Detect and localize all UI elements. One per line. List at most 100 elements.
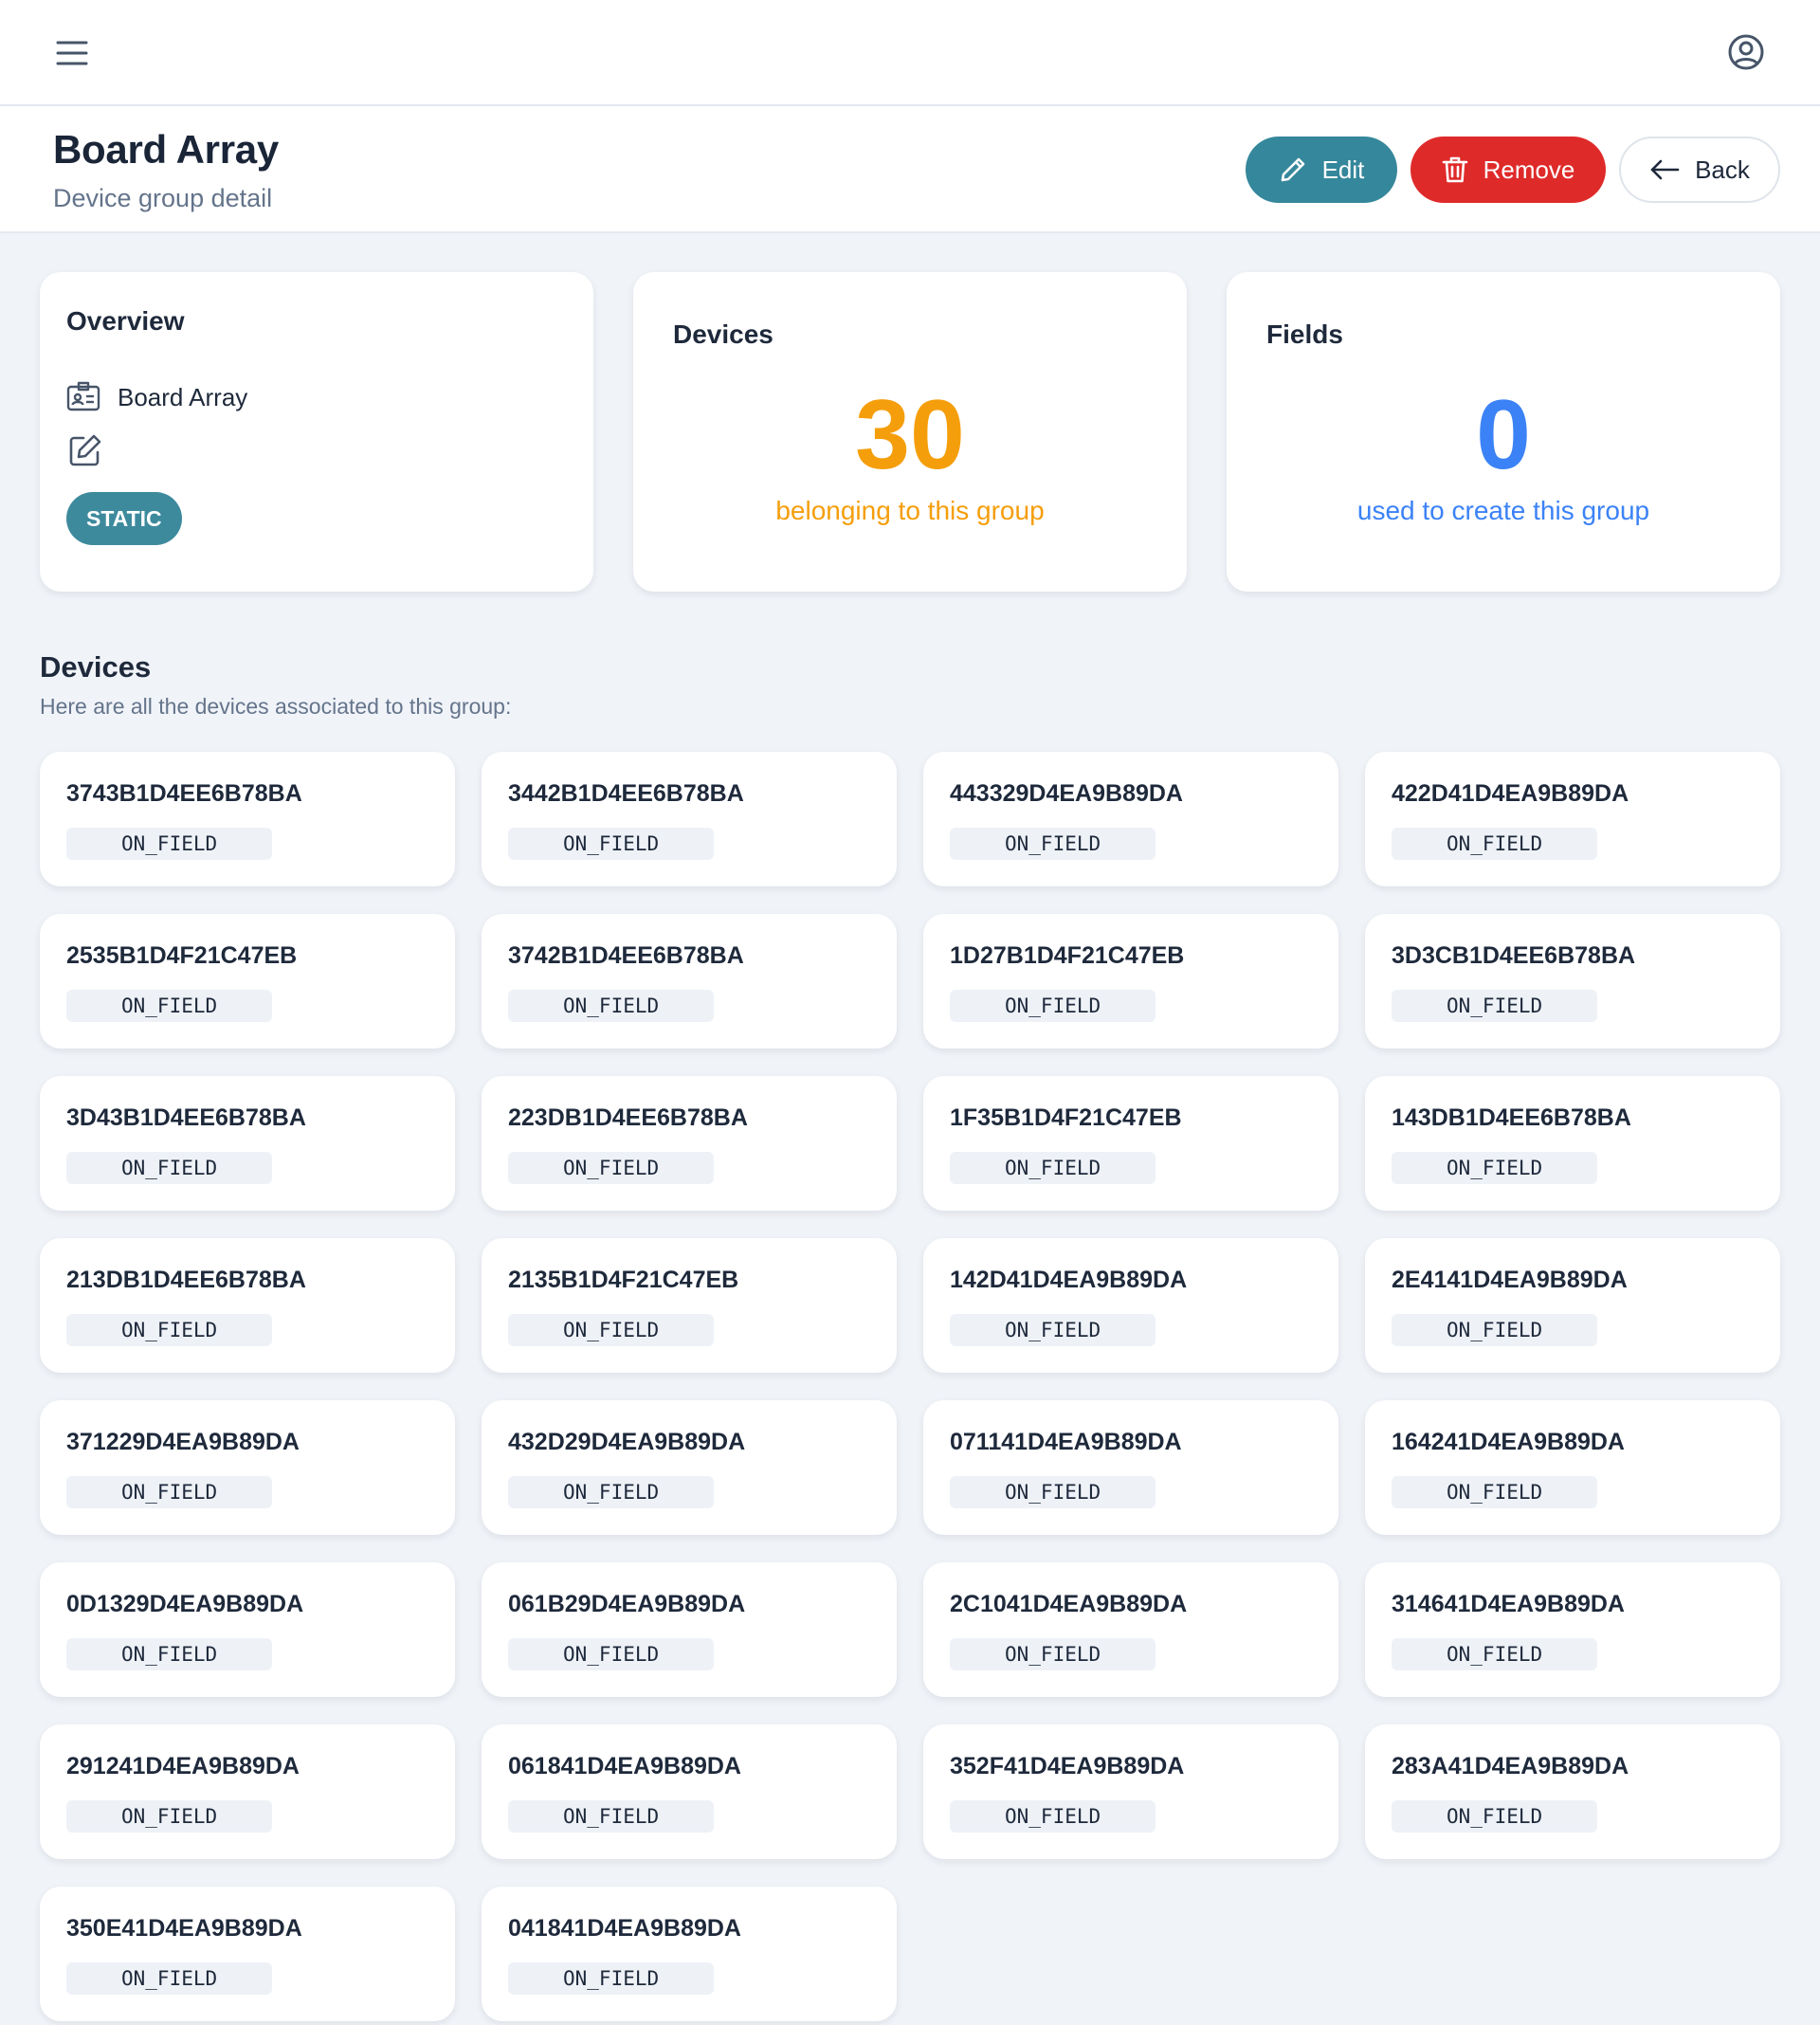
device-id: 352F41D4EA9B89DA bbox=[950, 1753, 1185, 1779]
device-card[interactable]: 3D3CB1D4EE6B78BA ON_FIELD bbox=[1365, 914, 1780, 1049]
device-card[interactable]: 1F35B1D4F21C47EB ON_FIELD bbox=[923, 1076, 1338, 1211]
device-id: 061841D4EA9B89DA bbox=[508, 1753, 741, 1779]
devices-section-description: Here are all the devices associated to t… bbox=[40, 694, 512, 719]
device-status-badge: ON_FIELD bbox=[1392, 1638, 1598, 1670]
trash-icon bbox=[1442, 156, 1467, 183]
device-card[interactable]: 0D1329D4EA9B89DA ON_FIELD bbox=[40, 1562, 455, 1697]
device-id: 422D41D4EA9B89DA bbox=[1392, 780, 1629, 807]
device-id: 2535B1D4F21C47EB bbox=[66, 942, 298, 969]
device-card[interactable]: 041841D4EA9B89DA ON_FIELD bbox=[482, 1887, 897, 2021]
group-type-badge: STATIC bbox=[66, 492, 182, 545]
device-card[interactable]: 143DB1D4EE6B78BA ON_FIELD bbox=[1365, 1076, 1780, 1211]
edit-button-label: Edit bbox=[1321, 155, 1365, 184]
page-subtitle: Device group detail bbox=[53, 184, 273, 212]
fields-caption: used to create this group bbox=[1356, 496, 1650, 525]
device-id: 3743B1D4EE6B78BA bbox=[66, 780, 302, 807]
device-status-badge: ON_FIELD bbox=[508, 1638, 715, 1670]
device-card[interactable]: 350E41D4EA9B89DA ON_FIELD bbox=[40, 1887, 455, 2021]
device-status-badge: ON_FIELD bbox=[66, 1152, 273, 1184]
device-status-badge: ON_FIELD bbox=[1392, 990, 1598, 1022]
device-status-badge: ON_FIELD bbox=[508, 828, 715, 860]
device-card[interactable]: 291241D4EA9B89DA ON_FIELD bbox=[40, 1724, 455, 1859]
device-id: 3442B1D4EE6B78BA bbox=[508, 780, 744, 807]
device-id: 1D27B1D4F21C47EB bbox=[950, 942, 1185, 969]
device-id: 371229D4EA9B89DA bbox=[66, 1429, 300, 1455]
device-card[interactable]: 352F41D4EA9B89DA ON_FIELD bbox=[923, 1724, 1338, 1859]
device-status-badge: ON_FIELD bbox=[1392, 1152, 1598, 1184]
menu-icon[interactable] bbox=[53, 34, 91, 72]
device-status-badge: ON_FIELD bbox=[508, 990, 715, 1022]
device-card[interactable]: 223DB1D4EE6B78BA ON_FIELD bbox=[482, 1076, 897, 1211]
device-status-badge: ON_FIELD bbox=[950, 1476, 1156, 1508]
device-card[interactable]: 3743B1D4EE6B78BA ON_FIELD bbox=[40, 752, 455, 886]
device-id: 283A41D4EA9B89DA bbox=[1392, 1753, 1629, 1779]
device-id: 2135B1D4F21C47EB bbox=[508, 1267, 739, 1293]
device-card[interactable]: 314641D4EA9B89DA ON_FIELD bbox=[1365, 1562, 1780, 1697]
devices-count: 30 bbox=[855, 380, 965, 490]
device-id: 2C1041D4EA9B89DA bbox=[950, 1591, 1188, 1617]
device-card[interactable]: 422D41D4EA9B89DA ON_FIELD bbox=[1365, 752, 1780, 886]
device-card[interactable]: 2135B1D4F21C47EB ON_FIELD bbox=[482, 1238, 897, 1373]
device-status-badge: ON_FIELD bbox=[508, 1314, 715, 1346]
device-status-badge: ON_FIELD bbox=[508, 1962, 715, 1995]
device-status-badge: ON_FIELD bbox=[66, 1476, 273, 1508]
group-name-row: Board Array bbox=[66, 380, 247, 414]
device-id: 0D1329D4EA9B89DA bbox=[66, 1591, 304, 1617]
top-bar bbox=[0, 0, 1820, 106]
back-button[interactable]: Back bbox=[1619, 137, 1780, 203]
device-card[interactable]: 2535B1D4F21C47EB ON_FIELD bbox=[40, 914, 455, 1049]
device-status-badge: ON_FIELD bbox=[1392, 1314, 1598, 1346]
device-id: 213DB1D4EE6B78BA bbox=[66, 1267, 306, 1293]
device-card[interactable]: 443329D4EA9B89DA ON_FIELD bbox=[923, 752, 1338, 886]
device-card[interactable]: 2C1041D4EA9B89DA ON_FIELD bbox=[923, 1562, 1338, 1697]
device-id: 443329D4EA9B89DA bbox=[950, 780, 1183, 807]
device-card[interactable]: 432D29D4EA9B89DA ON_FIELD bbox=[482, 1400, 897, 1535]
device-status-badge: ON_FIELD bbox=[508, 1152, 715, 1184]
device-card[interactable]: 2E4141D4EA9B89DA ON_FIELD bbox=[1365, 1238, 1780, 1373]
devices-section-title: Devices bbox=[40, 650, 152, 684]
arrow-left-icon bbox=[1650, 159, 1680, 180]
device-card[interactable]: 3442B1D4EE6B78BA ON_FIELD bbox=[482, 752, 897, 886]
device-card[interactable]: 061B29D4EA9B89DA ON_FIELD bbox=[482, 1562, 897, 1697]
device-id: 041841D4EA9B89DA bbox=[508, 1915, 741, 1942]
device-card[interactable]: 3D43B1D4EE6B78BA ON_FIELD bbox=[40, 1076, 455, 1211]
fields-count: 0 bbox=[1476, 380, 1531, 490]
device-id: 142D41D4EA9B89DA bbox=[950, 1267, 1188, 1293]
device-card[interactable]: 071141D4EA9B89DA ON_FIELD bbox=[923, 1400, 1338, 1535]
user-circle-icon[interactable] bbox=[1725, 31, 1767, 73]
edit-button[interactable]: Edit bbox=[1246, 137, 1397, 203]
remove-button-label: Remove bbox=[1483, 155, 1575, 184]
device-status-badge: ON_FIELD bbox=[66, 1314, 273, 1346]
device-status-badge: ON_FIELD bbox=[1392, 1476, 1598, 1508]
device-card[interactable]: 213DB1D4EE6B78BA ON_FIELD bbox=[40, 1238, 455, 1373]
fields-stat-card: Fields 0 used to create this group bbox=[1227, 272, 1780, 592]
device-status-badge: ON_FIELD bbox=[950, 1638, 1156, 1670]
edit-name-icon[interactable] bbox=[68, 433, 102, 467]
device-id: 061B29D4EA9B89DA bbox=[508, 1591, 746, 1617]
device-card[interactable]: 142D41D4EA9B89DA ON_FIELD bbox=[923, 1238, 1338, 1373]
group-name: Board Array bbox=[118, 382, 248, 411]
device-id: 291241D4EA9B89DA bbox=[66, 1753, 300, 1779]
device-status-badge: ON_FIELD bbox=[66, 828, 273, 860]
device-status-badge: ON_FIELD bbox=[950, 1800, 1156, 1833]
device-id: 350E41D4EA9B89DA bbox=[66, 1915, 302, 1942]
device-card[interactable]: 3742B1D4EE6B78BA ON_FIELD bbox=[482, 914, 897, 1049]
device-status-badge: ON_FIELD bbox=[1392, 1800, 1598, 1833]
device-id: 432D29D4EA9B89DA bbox=[508, 1429, 746, 1455]
overview-card: Overview Board Array STATIC bbox=[40, 272, 593, 592]
device-status-badge: ON_FIELD bbox=[950, 1314, 1156, 1346]
device-card[interactable]: 164241D4EA9B89DA ON_FIELD bbox=[1365, 1400, 1780, 1535]
device-status-badge: ON_FIELD bbox=[66, 990, 273, 1022]
device-id: 3D3CB1D4EE6B78BA bbox=[1392, 942, 1636, 969]
device-card[interactable]: 1D27B1D4F21C47EB ON_FIELD bbox=[923, 914, 1338, 1049]
device-card[interactable]: 061841D4EA9B89DA ON_FIELD bbox=[482, 1724, 897, 1859]
remove-button[interactable]: Remove bbox=[1410, 137, 1606, 203]
devices-caption: belonging to this group bbox=[775, 496, 1045, 525]
back-button-label: Back bbox=[1695, 155, 1750, 184]
device-card[interactable]: 371229D4EA9B89DA ON_FIELD bbox=[40, 1400, 455, 1535]
device-id: 143DB1D4EE6B78BA bbox=[1392, 1104, 1631, 1131]
device-status-badge: ON_FIELD bbox=[950, 990, 1156, 1022]
device-id: 1F35B1D4F21C47EB bbox=[950, 1104, 1182, 1131]
header-actions: Edit Remove Back bbox=[1246, 137, 1780, 203]
device-card[interactable]: 283A41D4EA9B89DA ON_FIELD bbox=[1365, 1724, 1780, 1859]
